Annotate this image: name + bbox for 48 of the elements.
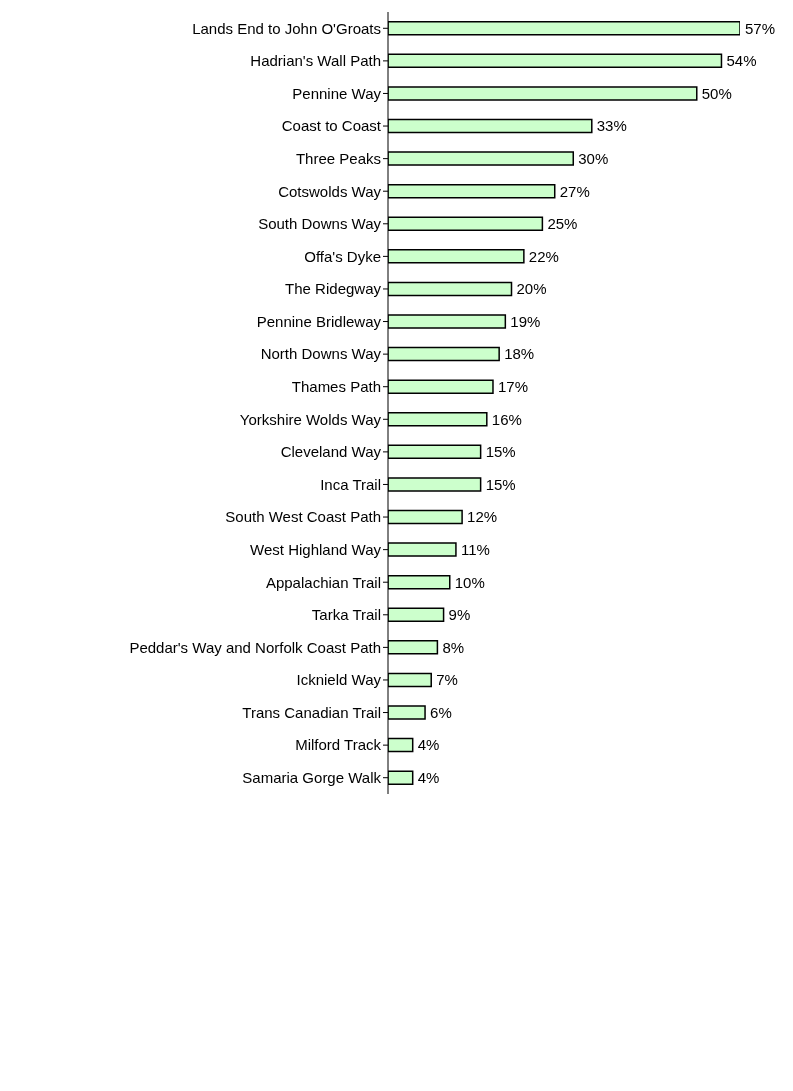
data-label: 17%	[497, 378, 529, 396]
y-tick-label: South Downs Way	[258, 215, 382, 233]
data-label: 27%	[559, 182, 590, 200]
data-label: 50%	[701, 84, 732, 102]
y-tick-label: Offa's Dyke	[304, 247, 381, 265]
y-tick-label: Appalachian Trail	[265, 573, 381, 591]
data-label: 20%	[516, 280, 547, 298]
y-tick-label: Icknield Way	[296, 671, 382, 689]
data-label: 57%	[745, 19, 776, 37]
y-tick-label: South West Coast Path	[225, 508, 381, 526]
data-label: 16%	[491, 410, 522, 428]
y-tick-label: Coast to Coast	[281, 117, 382, 135]
y-tick-label: The Ridegway	[285, 280, 382, 298]
y-tick-label: Pennine Way	[292, 84, 382, 102]
y-tick-label: West Highland Way	[250, 540, 382, 558]
y-tick-label: Inca Trail	[320, 475, 381, 493]
data-label: 4%	[417, 736, 440, 754]
data-label: 33%	[596, 117, 627, 135]
data-label: 9%	[448, 606, 471, 624]
data-label: 10%	[454, 573, 485, 591]
data-label: 19%	[510, 312, 541, 330]
y-tick-label: Samaria Gorge Walk	[242, 769, 382, 787]
y-tick-label: Yorkshire Wolds Way	[239, 410, 382, 428]
y-tick-label: Cleveland Way	[280, 443, 382, 461]
data-label: 7%	[436, 671, 458, 689]
y-tick-label: Thames Path	[291, 378, 381, 396]
data-label: 54%	[726, 52, 757, 70]
y-tick-label: Trans Canadian Trail	[242, 703, 381, 721]
data-label: 12%	[467, 508, 498, 526]
data-label: 8%	[442, 638, 465, 656]
data-label: 4%	[417, 769, 440, 787]
data-label: 30%	[578, 149, 609, 167]
data-label: 15%	[485, 443, 516, 461]
y-tick-label: North Downs Way	[260, 345, 382, 363]
y-tick-label: Hadrian's Wall Path	[250, 52, 381, 70]
data-label: 18%	[504, 345, 535, 363]
y-tick-label: Lands End to John O'Groats	[192, 19, 381, 37]
data-label: 25%	[547, 215, 578, 233]
y-tick-label: Cotswolds Way	[278, 182, 382, 200]
data-label: 22%	[528, 247, 559, 265]
data-label: 11%	[460, 540, 490, 558]
y-tick-label: Tarka Trail	[311, 606, 381, 624]
y-tick-label: Peddar's Way and Norfolk Coast Path	[129, 638, 381, 656]
y-tick-label: Milford Track	[295, 736, 382, 754]
y-tick-label: Three Peaks	[295, 149, 381, 167]
data-label: 15%	[485, 475, 516, 493]
y-tick-label: Pennine Bridleway	[256, 312, 382, 330]
data-label: 6%	[430, 703, 452, 721]
